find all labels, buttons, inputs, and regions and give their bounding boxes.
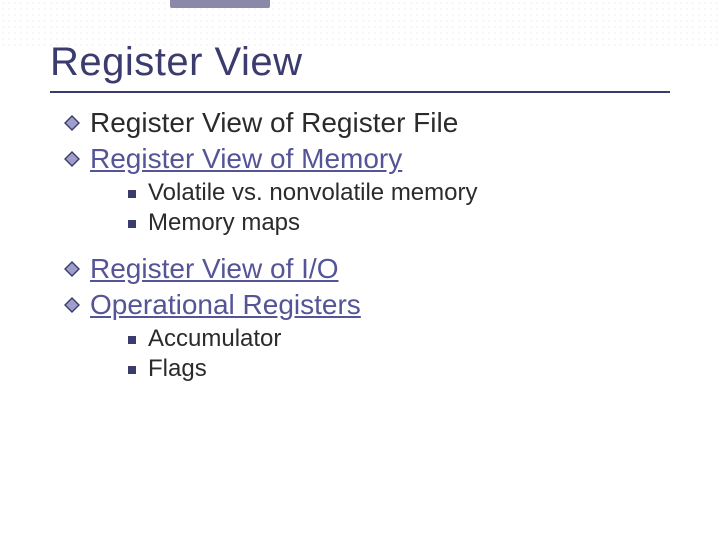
diamond-bullet-icon <box>64 115 80 136</box>
outline-item-label: Register View of Memory <box>90 143 402 175</box>
square-bullet-icon <box>128 190 136 198</box>
outline-subitem: Flags <box>128 355 680 383</box>
spacing <box>50 385 680 395</box>
outline-item-label: Register View of I/O <box>90 253 338 285</box>
outline-subitem-label: Volatile vs. nonvolatile memory <box>148 179 477 207</box>
slide-content: Register View Register View of Register … <box>50 40 680 395</box>
diamond-bullet-icon <box>64 261 80 282</box>
outline-list: Register View of Register File Register V… <box>50 107 680 395</box>
square-bullet-icon <box>128 220 136 228</box>
spacing <box>50 239 680 249</box>
outline-subitem: Memory maps <box>128 209 680 237</box>
outline-item[interactable]: Register View of I/O <box>64 253 680 285</box>
slide-title: Register View <box>50 40 680 85</box>
outline-item-label: Register View of Register File <box>90 107 458 139</box>
square-bullet-icon <box>128 366 136 374</box>
outline-subitem-label: Memory maps <box>148 209 300 237</box>
top-accent-bar <box>170 0 270 8</box>
outline-item-label: Operational Registers <box>90 289 361 321</box>
outline-subitem-label: Flags <box>148 355 207 383</box>
outline-subitem-label: Accumulator <box>148 325 281 353</box>
diamond-bullet-icon <box>64 297 80 318</box>
outline-subitem: Volatile vs. nonvolatile memory <box>128 179 680 207</box>
outline-subitem: Accumulator <box>128 325 680 353</box>
outline-item[interactable]: Operational Registers <box>64 289 680 321</box>
title-underline <box>50 91 670 93</box>
outline-item[interactable]: Register View of Memory <box>64 143 680 175</box>
outline-item: Register View of Register File <box>64 107 680 139</box>
square-bullet-icon <box>128 336 136 344</box>
diamond-bullet-icon <box>64 151 80 172</box>
